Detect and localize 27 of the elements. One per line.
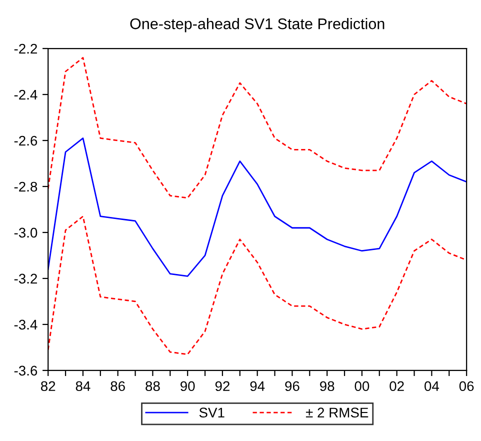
chart-title: One-step-ahead SV1 State Prediction <box>130 18 384 32</box>
x-tick-label: 98 <box>320 381 334 392</box>
y-tick-label: -3.0 <box>14 228 38 238</box>
legend-label: SV1 <box>199 408 224 418</box>
y-tick-label: -2.8 <box>14 182 38 192</box>
y-tick-label: -3.2 <box>14 274 37 284</box>
x-tick-label: 86 <box>110 381 125 392</box>
x-tick-label: 82 <box>40 381 56 392</box>
x-tick-label: 84 <box>76 381 90 392</box>
y-tick-label: -3.4 <box>14 320 38 330</box>
x-tick-label: 92 <box>215 381 230 392</box>
x-tick-label: 00 <box>354 381 370 392</box>
legend-label: ± 2 RMSE <box>306 408 368 418</box>
x-tick-label: 06 <box>459 381 474 392</box>
x-tick-label: 90 <box>180 381 195 392</box>
x-tick-label: 88 <box>146 381 160 392</box>
x-tick-label: 94 <box>250 381 265 392</box>
line-series <box>48 216 467 356</box>
y-tick-label: -2.4 <box>14 90 38 100</box>
line-series <box>48 57 467 199</box>
y-tick-label: -2.2 <box>14 44 37 54</box>
x-tick-label: 02 <box>390 381 404 392</box>
line-series <box>48 137 467 277</box>
x-tick-label: 96 <box>285 381 300 392</box>
x-tick-label: 04 <box>424 381 440 392</box>
y-tick-label: -3.6 <box>14 366 38 376</box>
y-tick-label: -2.6 <box>14 136 38 146</box>
